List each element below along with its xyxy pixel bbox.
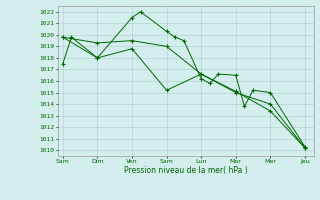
X-axis label: Pression niveau de la mer( hPa ): Pression niveau de la mer( hPa ): [124, 166, 247, 175]
